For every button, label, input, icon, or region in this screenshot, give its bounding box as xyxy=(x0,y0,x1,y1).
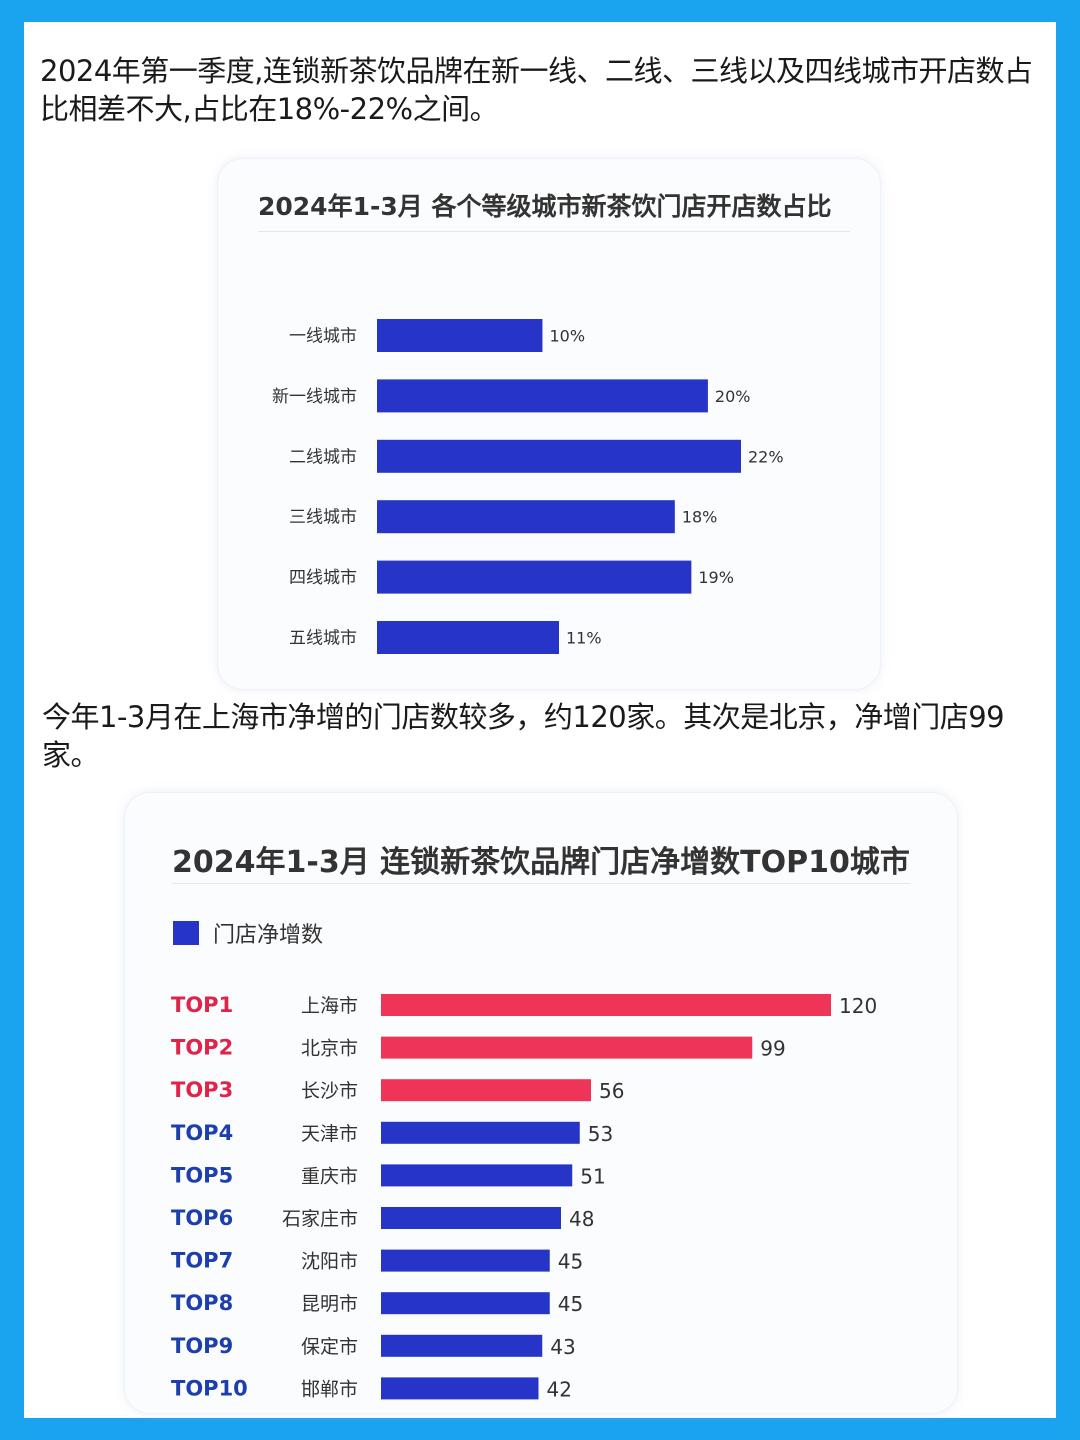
city-label: 北京市 xyxy=(301,1038,358,1060)
tier-category-label: 五线城市 xyxy=(289,629,357,649)
city-value-label: 43 xyxy=(550,1335,575,1359)
tier-bar xyxy=(377,379,708,413)
city-value-label: 48 xyxy=(569,1207,594,1231)
city-bar xyxy=(381,1249,550,1272)
city-bar xyxy=(381,1377,539,1400)
tier-value-label: 20% xyxy=(715,387,751,406)
rank-label: TOP4 xyxy=(171,1121,233,1145)
tier-bar xyxy=(377,500,675,534)
city-value-label: 120 xyxy=(839,994,877,1018)
tier-bar xyxy=(377,560,692,594)
city-label: 长沙市 xyxy=(301,1080,358,1102)
city-value-label: 51 xyxy=(580,1164,605,1188)
tier-value-label: 19% xyxy=(698,568,734,587)
page: 2024年第一季度,连锁新茶饮品牌在新一线、二线、三线以及四线城市开店数占比相差… xyxy=(24,22,1056,1418)
city-tier-chart-title: 2024年1-3月 各个等级城市新茶饮门店开店数占比 xyxy=(258,192,832,221)
legend-label: 门店净增数 xyxy=(213,923,324,948)
tier-value-label: 22% xyxy=(748,447,784,466)
legend-swatch xyxy=(173,921,199,945)
rank-label: TOP10 xyxy=(171,1376,248,1400)
city-bar xyxy=(381,1164,573,1187)
city-bar xyxy=(381,1036,753,1059)
tier-category-label: 二线城市 xyxy=(289,447,357,467)
city-value-label: 53 xyxy=(588,1122,613,1146)
tier-value-label: 10% xyxy=(549,327,585,346)
city-tier-chart-card: 2024年1-3月 各个等级城市新茶饮门店开店数占比 一线城市 10% 新一线城市 2… xyxy=(217,158,881,690)
city-label: 昆明市 xyxy=(301,1293,358,1315)
city-bar xyxy=(381,1292,550,1315)
top10-chart-divider xyxy=(172,883,910,884)
tier-bar xyxy=(377,319,543,352)
tier-category-label: 三线城市 xyxy=(289,508,357,528)
city-label: 沈阳市 xyxy=(301,1251,358,1273)
city-label: 石家庄市 xyxy=(282,1208,358,1230)
city-label: 上海市 xyxy=(301,995,358,1017)
rank-label: TOP5 xyxy=(171,1163,233,1187)
city-value-label: 56 xyxy=(599,1079,624,1103)
city-bar xyxy=(381,1121,580,1144)
city-value-label: 45 xyxy=(558,1292,583,1316)
city-tier-chart-divider xyxy=(258,231,850,232)
tier-category-label: 四线城市 xyxy=(289,568,357,588)
rank-label: TOP6 xyxy=(171,1206,233,1230)
tier-value-label: 18% xyxy=(682,508,718,527)
top10-chart-title: 2024年1-3月 连锁新茶饮品牌门店净增数TOP10城市 xyxy=(172,845,910,880)
city-bar xyxy=(381,1334,543,1357)
top10-chart-card: 2024年1-3月 连锁新茶饮品牌门店净增数TOP10城市 门店净增数 TOP1… xyxy=(124,792,958,1414)
tier-bar xyxy=(377,439,741,473)
rank-label: TOP2 xyxy=(171,1036,233,1060)
city-value-label: 99 xyxy=(760,1037,785,1061)
city-value-label: 42 xyxy=(547,1377,572,1401)
city-label: 天津市 xyxy=(301,1123,358,1145)
city-bar xyxy=(381,1207,561,1229)
city-label: 邯郸市 xyxy=(301,1378,358,1400)
city-tier-bar-chart: 一线城市 10% 新一线城市 20% 二线城市 22% 三线城市 18% 四线城市 19% 五线城市… xyxy=(272,319,784,654)
city-label: 重庆市 xyxy=(301,1165,358,1187)
rank-label: TOP9 xyxy=(171,1334,233,1358)
rank-label: TOP7 xyxy=(171,1249,233,1273)
rank-label: TOP8 xyxy=(171,1291,233,1315)
intro-paragraph-2: 今年1-3月在上海市净增的门店数较多，约120家。其次是北京，净增门店99家。 xyxy=(42,700,1005,772)
city-bar xyxy=(381,994,831,1016)
tier-category-label: 新一线城市 xyxy=(272,387,357,407)
tier-bar xyxy=(377,621,559,654)
city-label: 保定市 xyxy=(301,1336,358,1358)
rank-label: TOP1 xyxy=(171,993,233,1017)
tier-category-label: 一线城市 xyxy=(289,327,357,347)
top10-bar-chart: TOP1 上海市 120 TOP2 北京市 99 TOP3 长沙市 56 TOP4 天津市 53 TOP… xyxy=(171,993,877,1401)
city-value-label: 45 xyxy=(558,1250,583,1274)
tier-value-label: 11% xyxy=(566,629,602,648)
intro-paragraph-1: 2024年第一季度,连锁新茶饮品牌在新一线、二线、三线以及四线城市开店数占比相差… xyxy=(40,54,1033,126)
rank-label: TOP3 xyxy=(171,1078,233,1102)
city-bar xyxy=(381,1079,591,1102)
